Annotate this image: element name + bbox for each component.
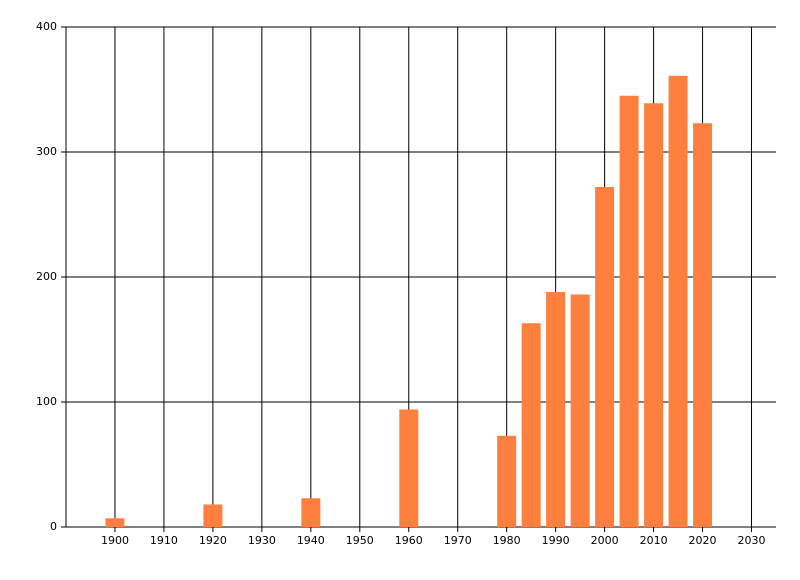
bar xyxy=(693,123,713,527)
bar xyxy=(301,498,321,527)
bar xyxy=(619,95,639,527)
bar xyxy=(399,409,419,527)
bar xyxy=(521,323,541,527)
bar xyxy=(668,75,688,527)
bar xyxy=(644,103,664,527)
x-tick-label: 1980 xyxy=(493,534,521,547)
x-tick-label: 2000 xyxy=(591,534,619,547)
x-tick-label: 1990 xyxy=(542,534,570,547)
y-tick-label: 300 xyxy=(36,145,57,158)
y-tick-label: 100 xyxy=(36,395,57,408)
bar xyxy=(203,504,223,527)
x-tick-label: 1970 xyxy=(444,534,472,547)
x-tick-label: 1950 xyxy=(346,534,374,547)
x-tick-label: 1930 xyxy=(248,534,276,547)
bar xyxy=(497,435,517,527)
bar xyxy=(546,292,566,527)
bar xyxy=(595,187,615,527)
y-tick-label: 400 xyxy=(36,20,57,33)
x-tick-label: 1920 xyxy=(199,534,227,547)
x-tick-label: 1960 xyxy=(395,534,423,547)
y-tick-label: 0 xyxy=(50,520,57,533)
x-tick-label: 2010 xyxy=(640,534,668,547)
x-tick-label: 1900 xyxy=(101,534,129,547)
x-tick-label: 1910 xyxy=(150,534,178,547)
y-tick-label: 200 xyxy=(36,270,57,283)
x-tick-label: 1940 xyxy=(297,534,325,547)
bar xyxy=(105,518,125,527)
x-tick-label: 2020 xyxy=(689,534,717,547)
x-tick-label: 2030 xyxy=(738,534,766,547)
bar xyxy=(570,294,590,527)
